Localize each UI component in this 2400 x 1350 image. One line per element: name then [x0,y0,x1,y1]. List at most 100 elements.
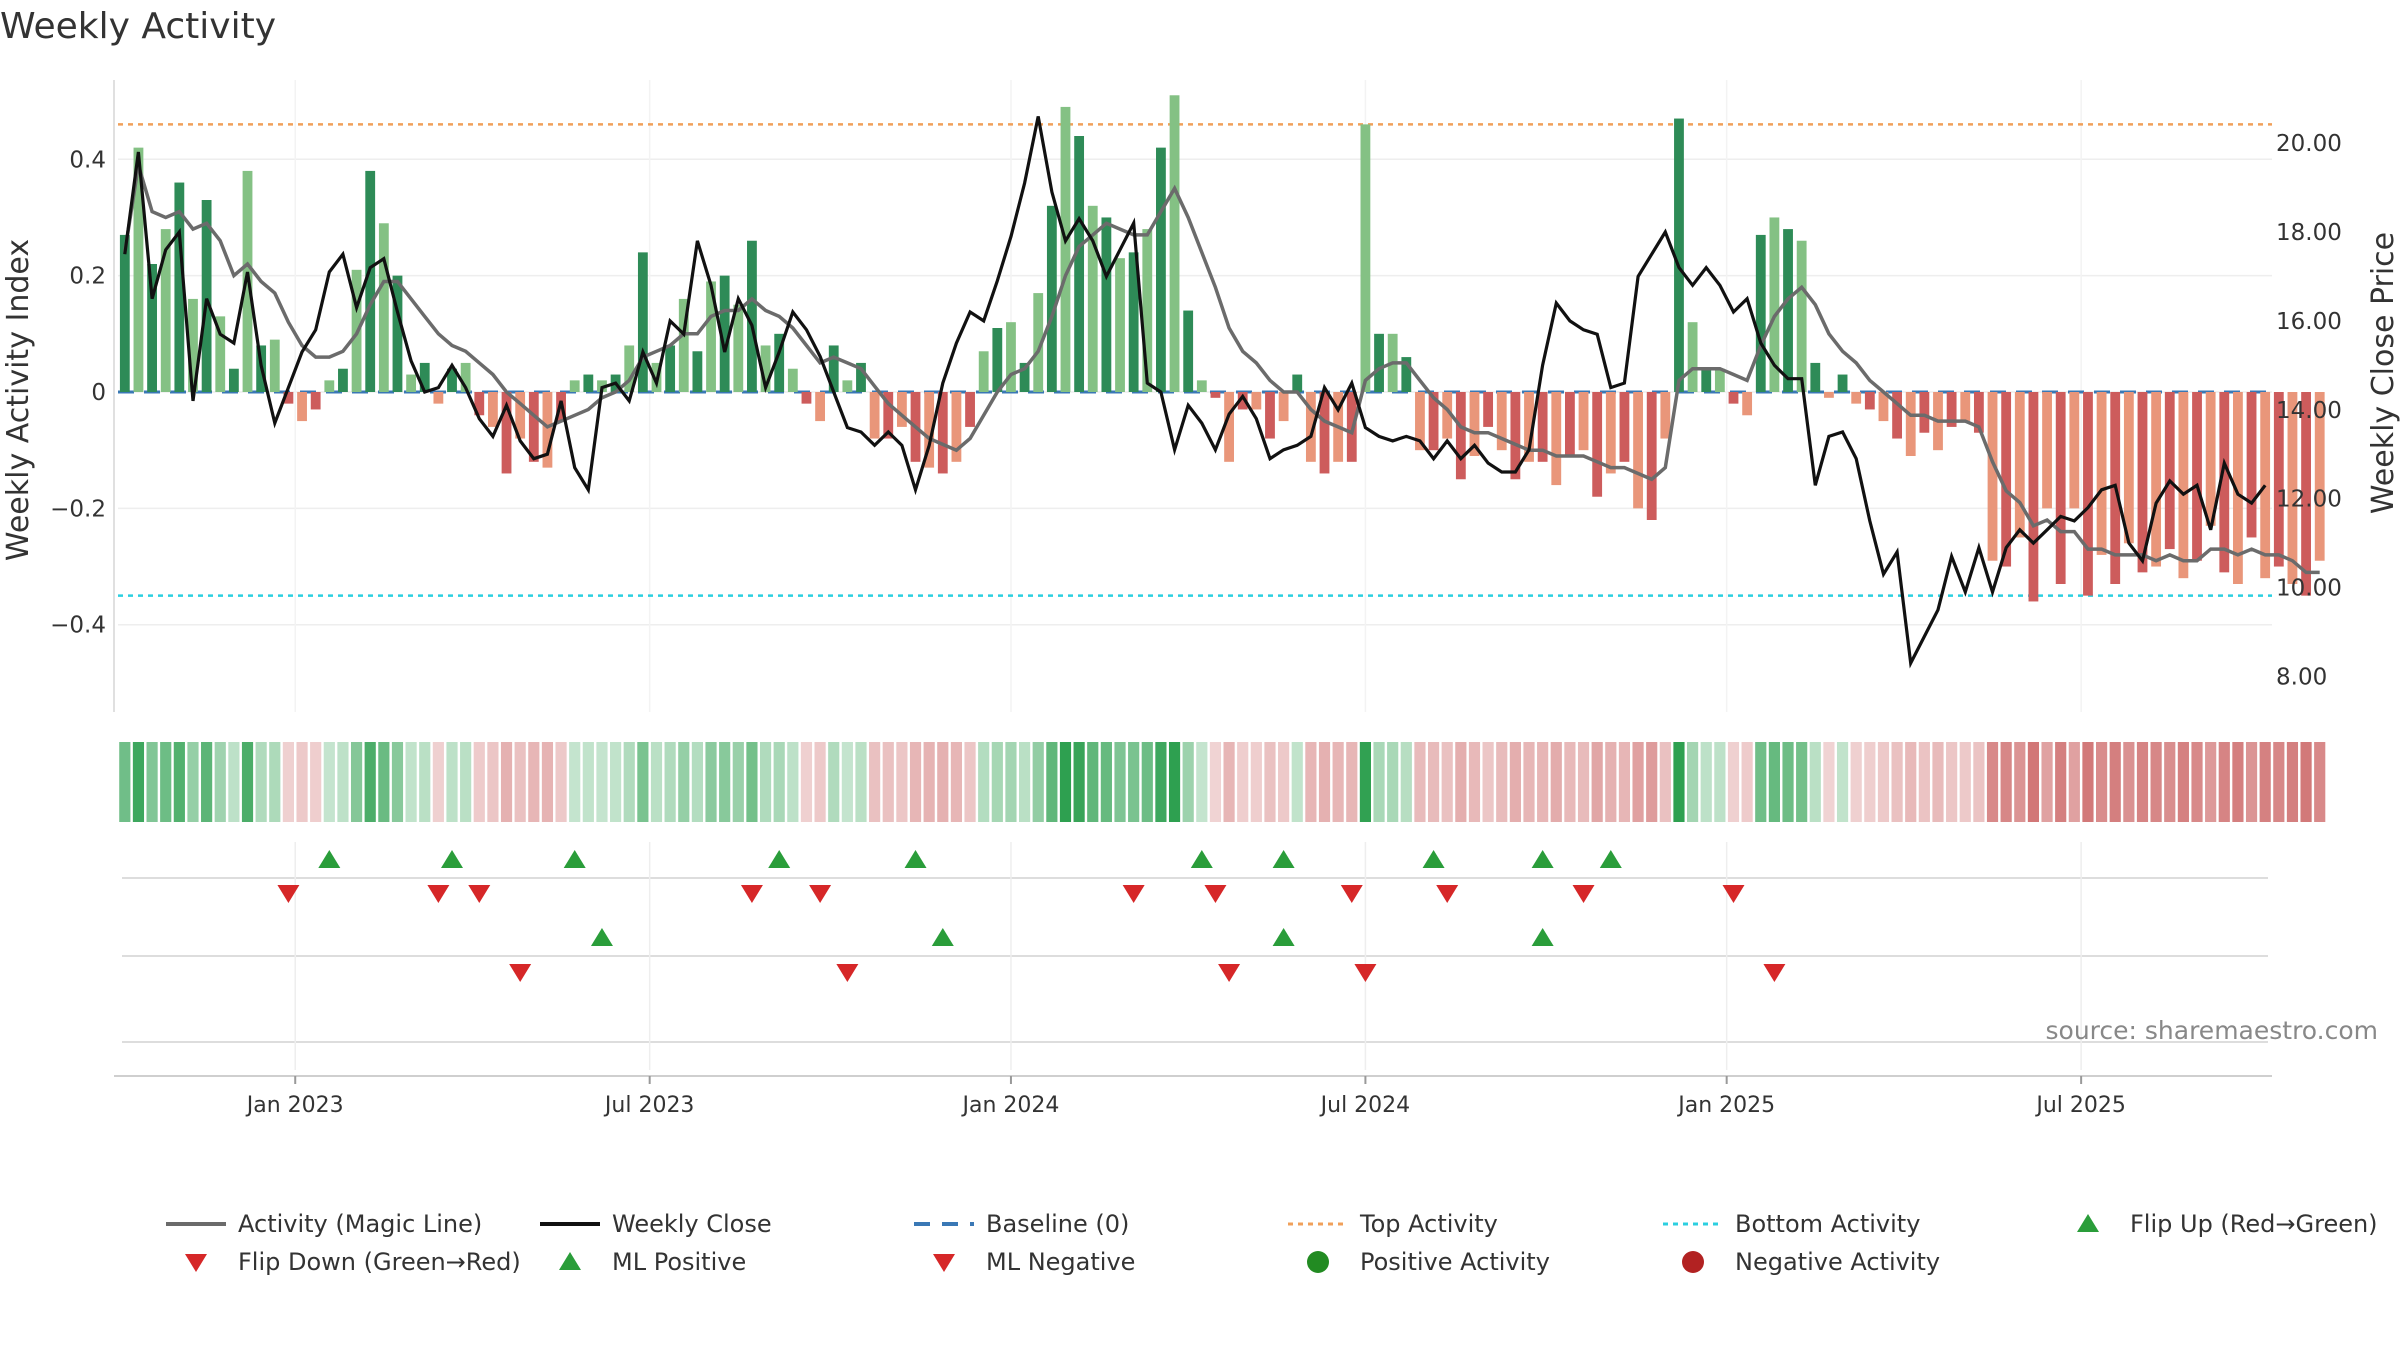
heat-strip-cell [1455,742,1467,822]
right-tick-label: 10.00 [2276,576,2342,602]
activity-bar [1578,392,1589,451]
activity-bar [951,392,962,462]
right-tick-label: 8.00 [2276,664,2327,690]
activity-bar [501,392,512,474]
flip-up-marker [904,850,927,868]
heat-strip-cell [814,742,826,822]
activity-bar [992,328,1003,392]
heat-strip-cell [1891,742,1903,822]
heat-strip-cell [746,742,758,822]
left-tick-label: −0.2 [50,496,106,522]
heat-strip-cell [2259,742,2271,822]
activity-bar [1810,362,1821,392]
activity-bar [406,374,417,392]
flip-down-marker [468,885,491,903]
activity-bar [1496,392,1507,451]
heat-strip-cell [800,742,813,822]
legend-swatch-circle [1307,1251,1329,1273]
activity-bar [2096,392,2107,555]
activity-bar [1006,322,1016,392]
heat-strip-cell [1755,742,1767,822]
activity-bar [515,392,526,439]
left-axis-title: Weekly Activity Index [1,239,36,561]
heat-strip-cell [2300,742,2312,822]
activity-bar [869,392,880,439]
heat-strip-cell [282,742,295,822]
ml-positive-marker [1272,928,1295,946]
activity-bar [542,392,553,468]
flip-up-marker [768,850,791,868]
ml-negative-marker [1354,964,1377,982]
heat-strip-cell [896,742,908,822]
heat-strip-cell [1305,742,1317,822]
heat-strip-cell [759,742,772,822]
heat-strip-cell [623,742,635,822]
heat-strip-cell [255,742,267,822]
x-tick-label: Jul 2025 [2034,1093,2126,1118]
activity-bar [1796,240,1807,392]
activity-bar [2151,392,2162,567]
activity-bar [1319,392,1330,474]
left-tick-label: 0 [91,380,106,406]
heat-strip-cell [337,742,349,822]
heat-strip-cell [241,742,254,822]
heat-strip-cell [160,742,172,822]
heat-strip-cell [2027,742,2040,822]
legend-label: Flip Up (Red→Green) [2130,1210,2378,1238]
heat-strip-cell [1700,742,1712,822]
flip-up-marker [563,850,586,868]
heat-strip-cell [1018,742,1031,822]
activity-bar [1046,205,1057,392]
heat-strip-cell [1577,742,1590,822]
heat-strip-cell [691,742,703,822]
activity-bar [1660,392,1671,439]
activity-bar [1074,136,1085,392]
legend-item: Positive Activity [1307,1248,1550,1276]
activity-bar [856,362,866,392]
legend-item: ML Positive [559,1248,746,1276]
flip-down-marker [1572,885,1595,903]
heat-strip-cell [909,742,922,822]
activity-bar [1415,392,1425,451]
activity-bar [2192,392,2202,561]
magic-line-series [123,164,2320,575]
heat-strip-cell [1741,742,1753,822]
heat-strip-cell [923,742,935,822]
activity-bar [2042,392,2052,509]
legend-swatch-circle [1682,1251,1704,1273]
activity-bar [706,281,716,392]
heat-strip-cell [214,742,226,822]
activity-bar [1305,392,1316,462]
flip-up-marker [1599,850,1622,868]
heat-strip-cell [296,742,308,822]
heat-strip-cell [1632,742,1644,822]
activity-bar [1224,392,1234,462]
legend-label: Positive Activity [1360,1248,1550,1276]
activity-bar [2205,392,2216,526]
activity-bar [1442,392,1453,439]
heat-strip-cell [1005,742,1017,822]
legend-label: ML Positive [612,1248,746,1276]
right-tick-label: 12.00 [2276,487,2342,513]
activity-bar [1646,392,1657,520]
heat-strip-cell [1918,742,1930,822]
activity-bar [324,380,335,392]
activity-bar [201,200,212,392]
activity-bar [2055,392,2066,584]
heat-strip-cell [1196,742,1208,822]
source-credit: source: sharemaestro.com [2046,1016,2379,1045]
heat-strip-cell [991,742,1003,822]
heat-strip-cell [1400,742,1412,822]
activity-bar [774,333,785,392]
heat-strip-cell [146,742,158,822]
heat-strip-cell [1537,742,1549,822]
legend-swatch-triangle-down [185,1254,207,1272]
activity-bar [119,234,130,392]
activity-bar [1824,392,1834,398]
activity-bar [433,392,444,404]
flip-up-marker [1190,850,1213,868]
activity-bar [1237,392,1248,410]
heat-strip-cell [1250,742,1262,822]
heat-strip-cell [950,742,963,822]
heat-strip-cell [841,742,853,822]
